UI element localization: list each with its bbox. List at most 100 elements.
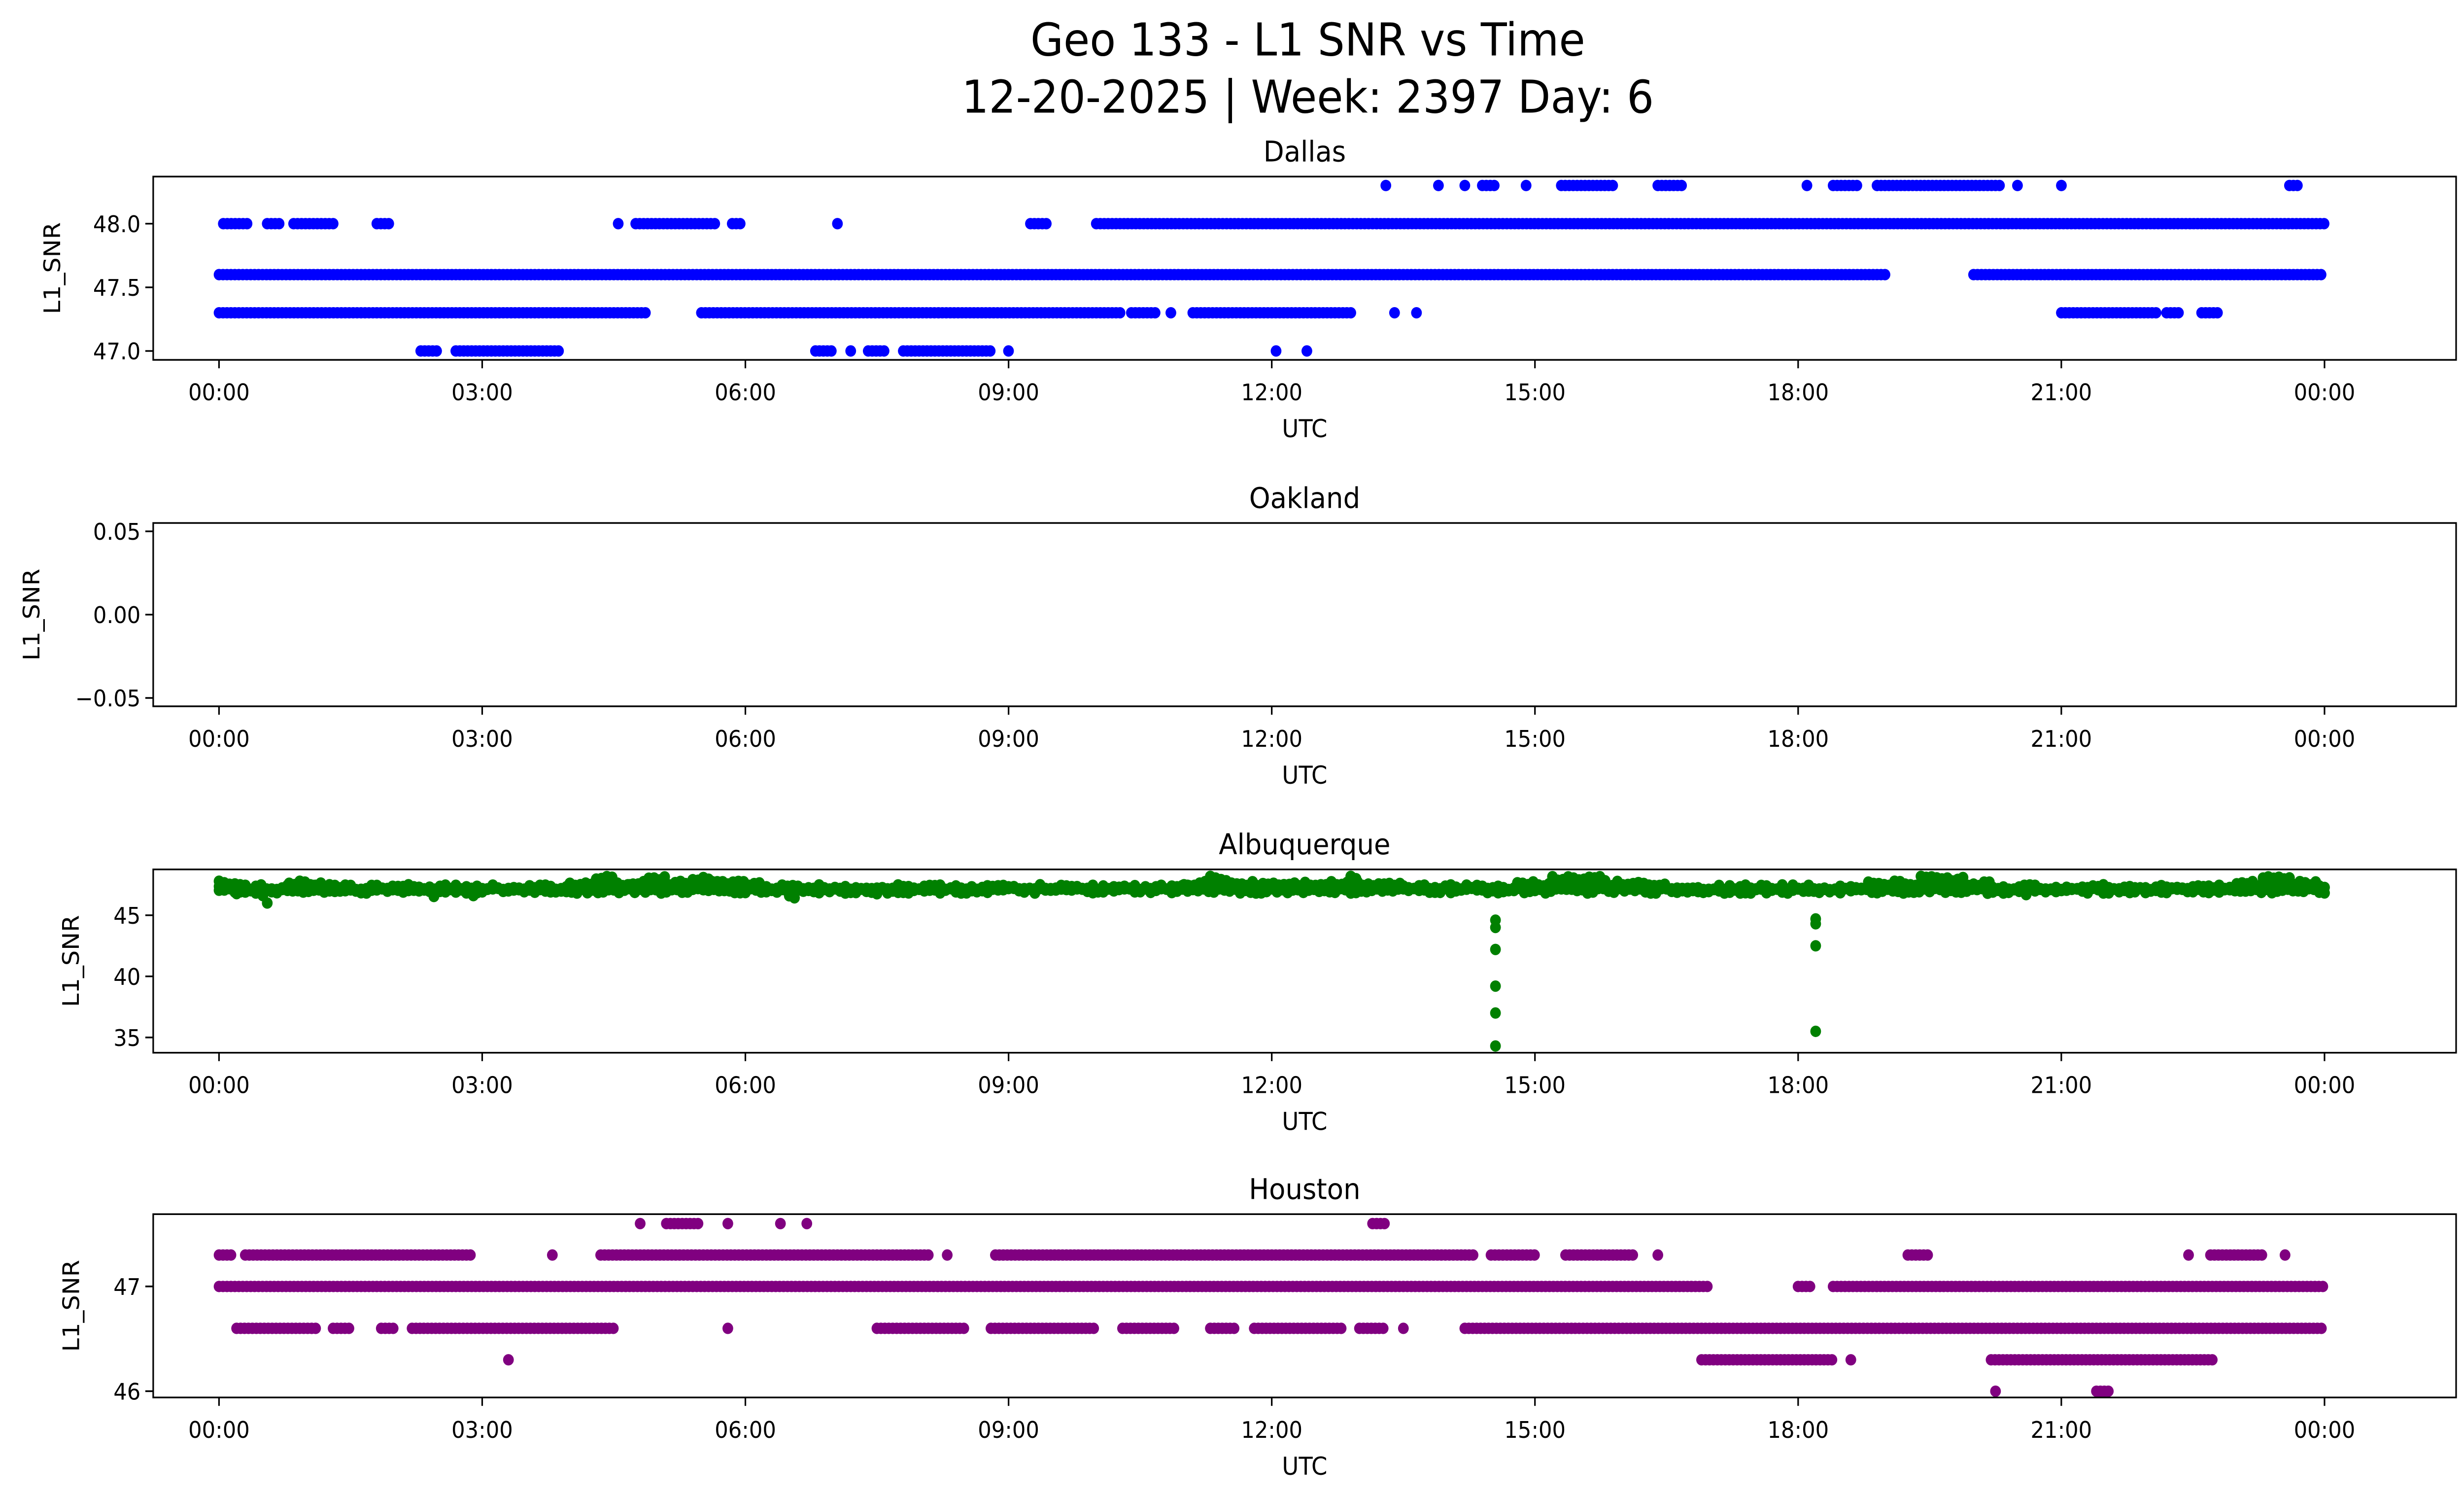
x-tick-label: 00:00: [188, 726, 250, 753]
data-point: [2012, 179, 2023, 191]
x-tick-label: 00:00: [2294, 380, 2356, 406]
data-point: [1600, 875, 1610, 887]
data-point: [1702, 1281, 1713, 1292]
data-point: [2316, 269, 2327, 280]
data-point: [735, 218, 746, 230]
data-point: [1627, 1249, 1639, 1261]
y-tick-label: 40: [113, 964, 140, 991]
data-point-outlier: [1490, 1040, 1501, 1052]
x-tick-label: 09:00: [978, 726, 1039, 753]
data-point-outlier: [1810, 940, 1821, 952]
data-point: [1270, 345, 1282, 357]
data-point-outlier: [1810, 1025, 1821, 1037]
data-point: [1350, 873, 1362, 885]
data-point: [1301, 345, 1312, 357]
data-point: [1826, 1354, 1838, 1366]
y-axis-label: L1_SNR: [19, 569, 45, 661]
x-tick-label: 00:00: [188, 380, 250, 406]
data-point: [468, 890, 479, 902]
y-tick-label: 47: [113, 1274, 140, 1301]
x-tick-label: 18:00: [1767, 380, 1829, 406]
data-point: [871, 888, 883, 900]
data-point: [240, 879, 251, 891]
data-point: [431, 345, 442, 357]
x-tick-label: 09:00: [978, 380, 1039, 406]
data-point: [722, 1322, 733, 1334]
x-tick-label: 12:00: [1241, 1072, 1302, 1099]
data-point: [2256, 1249, 2267, 1261]
data-point: [2183, 1249, 2194, 1261]
axes-frame: [152, 869, 2457, 1054]
data-point: [1389, 307, 1400, 319]
data-point: [1607, 179, 1618, 191]
data-point-outlier: [1490, 1007, 1501, 1019]
data-point: [1003, 345, 1014, 357]
data-points: [213, 179, 2329, 357]
data-point: [2056, 179, 2067, 191]
y-axis-label: L1_SNR: [39, 222, 66, 314]
axes-frame: [152, 175, 2457, 361]
x-tick-label: 21:00: [2031, 1072, 2092, 1099]
x-tick-label: 06:00: [715, 380, 776, 406]
x-tick-label: 00:00: [2294, 1072, 2356, 1099]
x-tick-label: 15:00: [1504, 380, 1566, 406]
data-point-outlier: [1490, 980, 1501, 992]
y-axis-label: L1_SNR: [58, 1260, 85, 1352]
y-tick-label: 47.5: [93, 275, 140, 302]
x-tick-label: 18:00: [1767, 726, 1829, 753]
axes-frame: [152, 1213, 2457, 1398]
x-tick-label: 18:00: [1767, 1072, 1829, 1099]
x-axis-label: UTC: [1282, 1453, 1327, 1481]
data-point: [608, 1322, 619, 1334]
x-tick-label: 06:00: [715, 726, 776, 753]
x-tick-label: 21:00: [2031, 1417, 2092, 1444]
data-point: [845, 345, 856, 357]
data-point: [635, 1217, 646, 1229]
data-point: [1520, 179, 1532, 191]
x-tick-label: 00:00: [2294, 726, 2356, 753]
panel-dallas: Dallas 00:00 03:00 06:00 09:00 12:00 15:00 18:0…: [39, 136, 2457, 444]
data-point: [1345, 307, 1356, 319]
data-point: [387, 1322, 399, 1334]
x-tick-label: 12:00: [1241, 380, 1302, 406]
data-point: [789, 892, 800, 904]
data-point: [1984, 876, 1995, 888]
data-point: [722, 1217, 733, 1229]
data-point: [1335, 1322, 1347, 1334]
data-point: [754, 877, 765, 889]
data-point: [1957, 871, 1969, 883]
data-point-outlier: [1810, 918, 1821, 930]
data-point: [1994, 179, 2005, 191]
data-point: [274, 218, 285, 230]
data-point: [2310, 876, 2321, 888]
x-tick-label: 12:00: [1241, 1417, 1302, 1444]
data-point: [775, 1217, 786, 1229]
y-tick-label: 45: [113, 903, 140, 930]
data-point: [2020, 889, 2032, 901]
data-point: [2207, 1354, 2218, 1366]
data-point: [2173, 307, 2184, 319]
data-point: [607, 871, 617, 883]
data-point: [1229, 1322, 1240, 1334]
data-point: [328, 218, 339, 230]
data-point: [1394, 877, 1405, 889]
data-point: [703, 873, 714, 885]
x-axis-label: UTC: [1282, 1108, 1327, 1136]
x-tick-label: 15:00: [1504, 1417, 1566, 1444]
x-tick-label: 03:00: [451, 1417, 513, 1444]
data-point: [1433, 179, 1444, 191]
data-point: [1168, 1322, 1179, 1334]
data-point: [428, 891, 440, 903]
data-point: [1801, 179, 1813, 191]
data-point: [1990, 1385, 2001, 1397]
x-axis-label: UTC: [1282, 415, 1327, 444]
data-point: [2319, 887, 2330, 899]
data-point: [923, 1249, 934, 1261]
x-tick-label: 03:00: [451, 1072, 513, 1099]
data-point: [503, 1354, 514, 1366]
data-point: [553, 345, 564, 357]
data-point: [659, 871, 670, 883]
data-point: [1411, 307, 1422, 319]
